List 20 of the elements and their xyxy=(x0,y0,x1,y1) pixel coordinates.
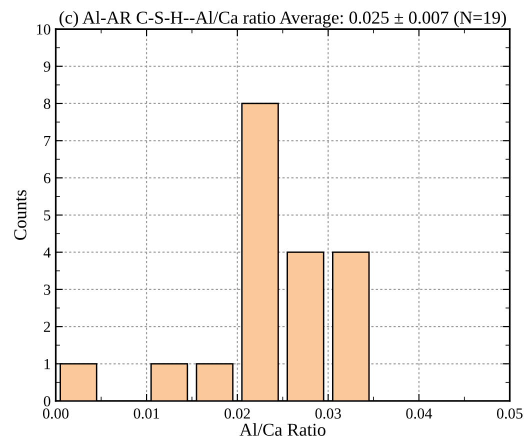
y-tick-label: 6 xyxy=(44,173,50,184)
x-axis-title: Al/Ca Ratio xyxy=(240,423,326,436)
y-tick-label: 1 xyxy=(44,358,50,370)
y-tick-label: 0 xyxy=(44,396,50,406)
x-tick-label: 0.04 xyxy=(406,408,432,419)
x-tick-label: 0.01 xyxy=(134,408,160,419)
y-tick-label: 10 xyxy=(36,24,50,35)
x-tick-label: 0.03 xyxy=(315,408,341,419)
y-tick-label: 3 xyxy=(44,284,50,295)
x-tick-label: 0.05 xyxy=(496,408,523,419)
y-tick-label: 7 xyxy=(44,136,50,146)
y-tick-label: 5 xyxy=(44,210,50,220)
y-tick-label: 8 xyxy=(44,98,50,109)
x-tick-label: 0.00 xyxy=(42,408,69,419)
y-tick-label: 4 xyxy=(44,247,51,258)
y-axis-title: Counts xyxy=(14,190,26,240)
y-tick-label: 2 xyxy=(44,322,50,332)
y-tick-label: 9 xyxy=(44,61,50,72)
chart-title: (c) Al-AR C-S-H--Al/Ca ratio Average: 0.025 ± 0.007 (N=19) xyxy=(60,11,506,28)
x-tick-label: 0.02 xyxy=(224,408,250,419)
